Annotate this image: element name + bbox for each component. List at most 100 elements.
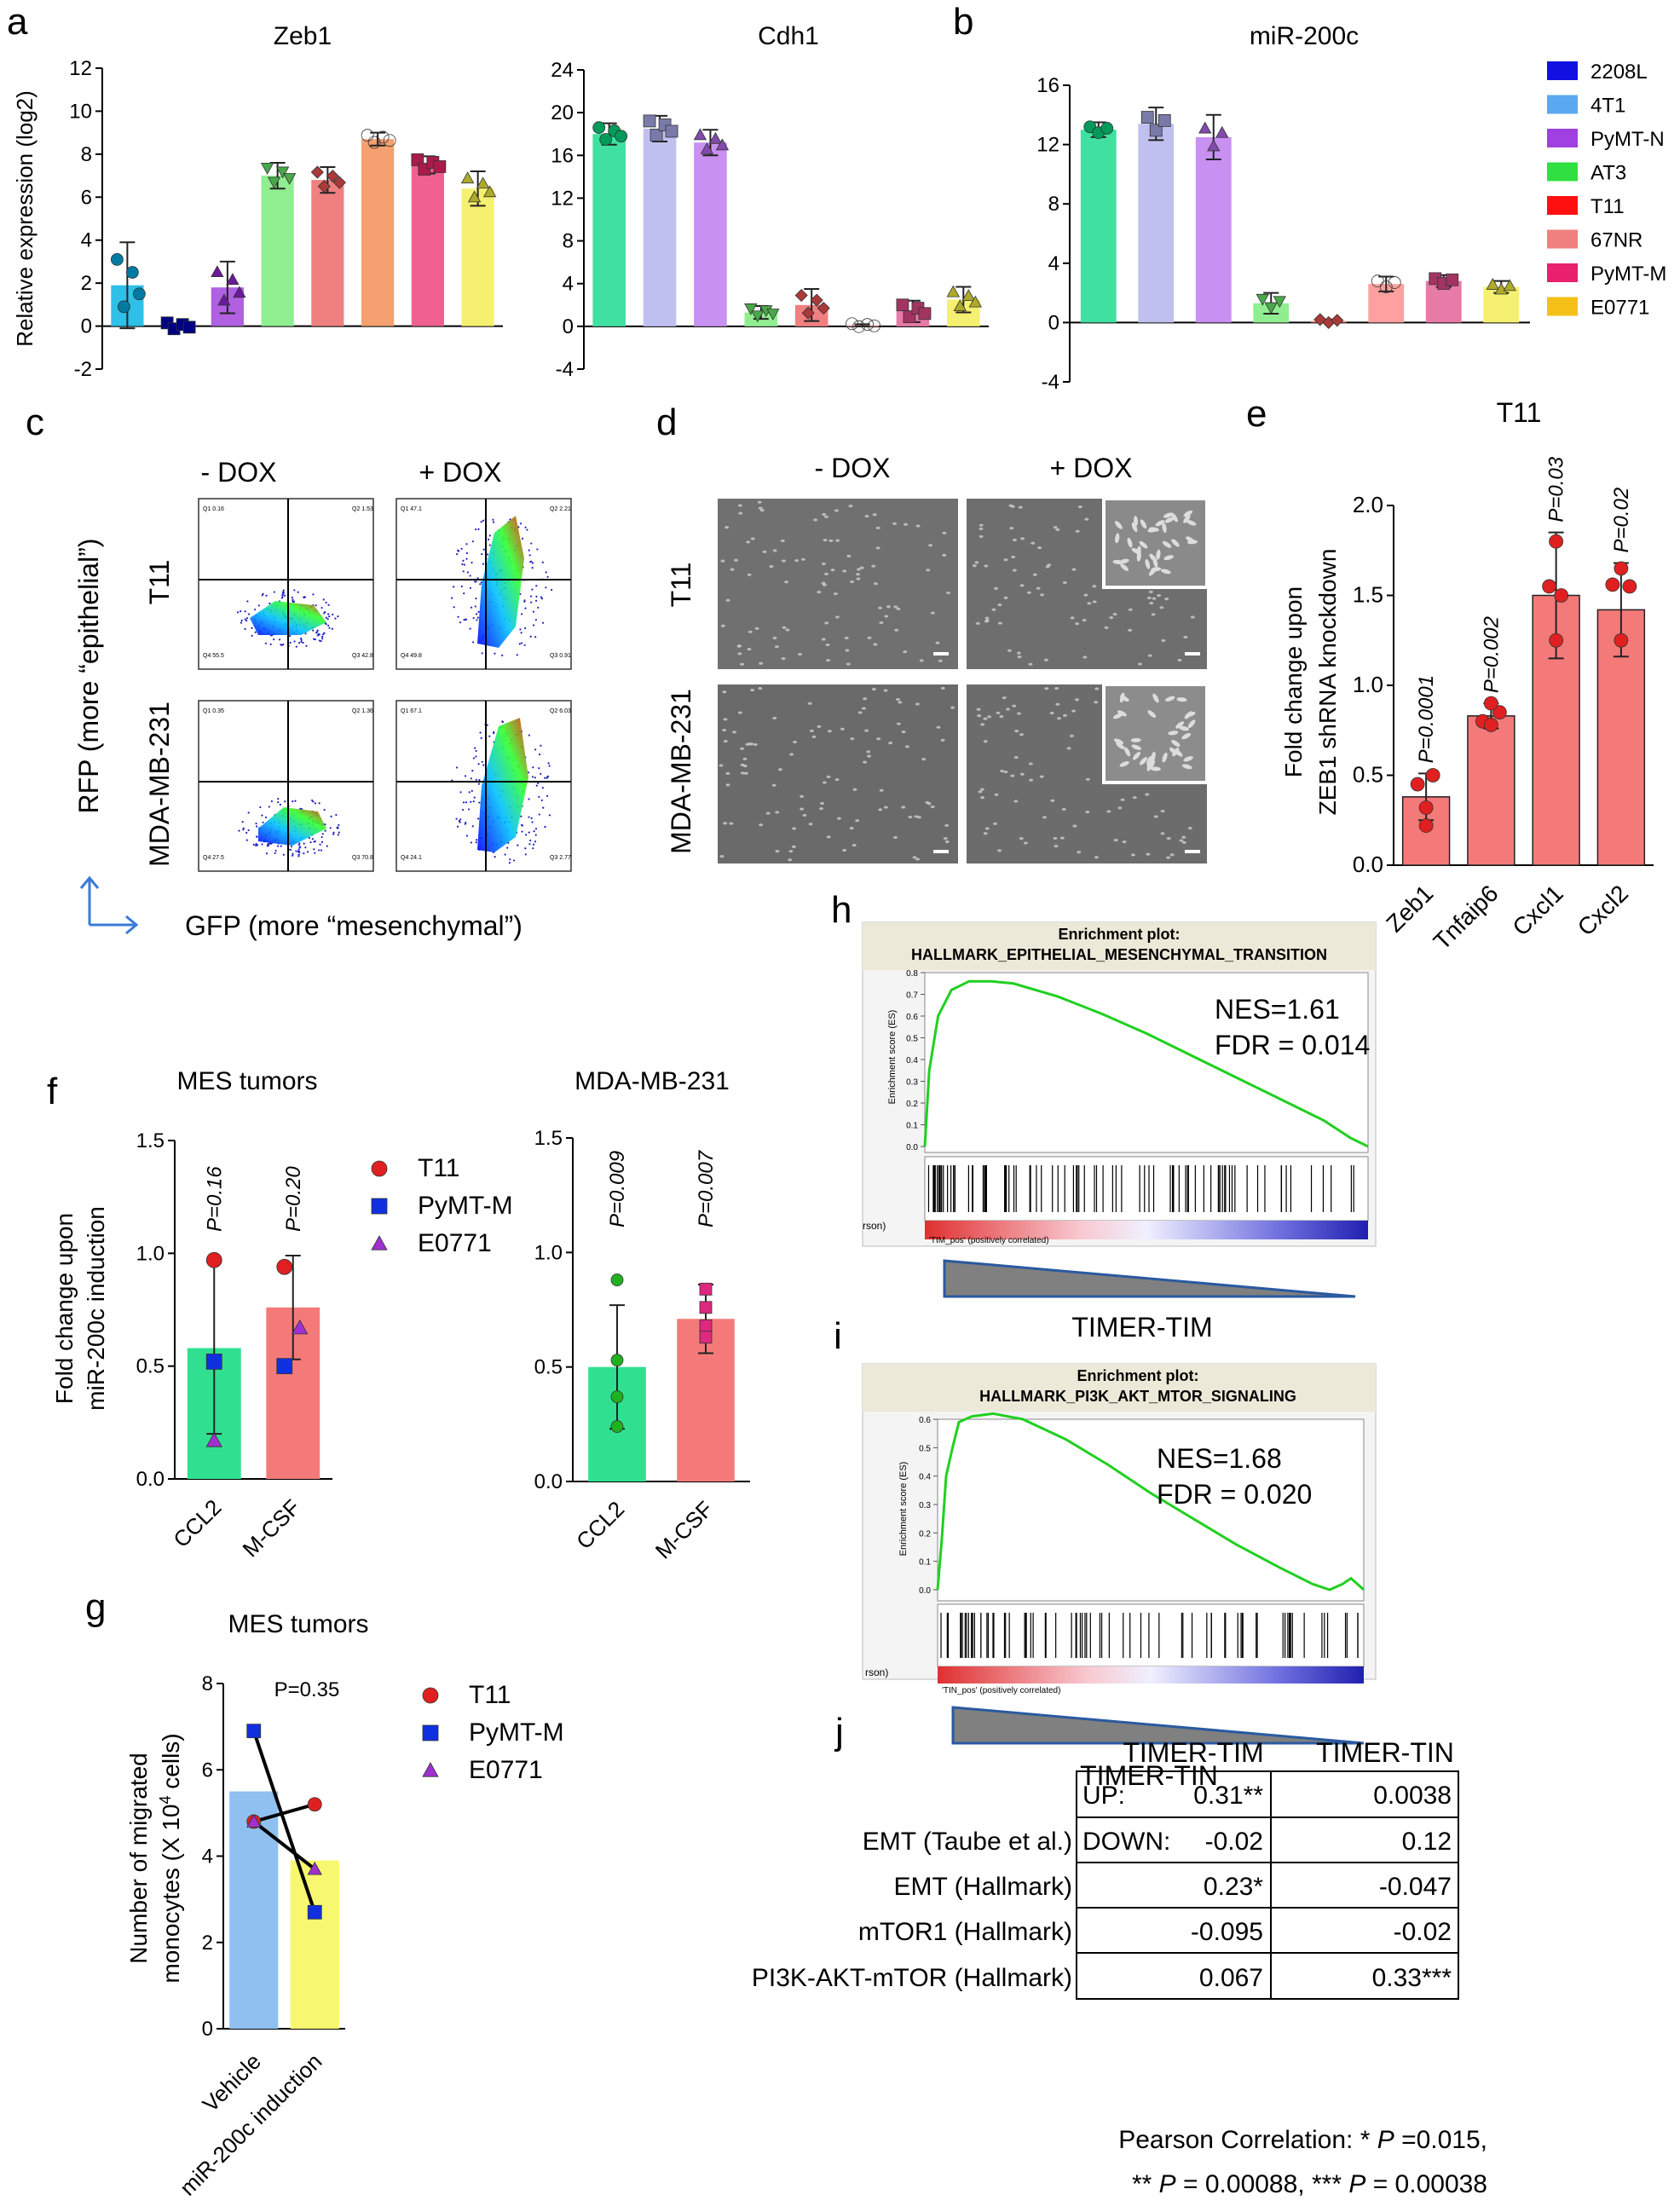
flow-event	[516, 654, 518, 656]
gsea-fdr: FDR = 0.014	[1215, 1030, 1370, 1060]
cell	[975, 621, 980, 625]
table-row-sublabel: DOWN:	[1082, 1828, 1170, 1856]
data-point	[205, 1432, 222, 1447]
data-point	[110, 253, 124, 266]
cell	[871, 564, 876, 568]
cell	[1032, 573, 1037, 576]
cell	[993, 822, 998, 825]
inset-cell	[1115, 533, 1120, 544]
cell	[1128, 628, 1133, 632]
gsea-tick-label: 0.6	[919, 1416, 931, 1425]
cell	[926, 569, 931, 572]
legend-marker	[371, 1235, 388, 1250]
cell	[997, 621, 1002, 625]
cell	[765, 811, 771, 815]
flow-event	[477, 528, 480, 531]
cell	[942, 553, 947, 557]
flow-event	[327, 604, 330, 606]
inset-cell	[1171, 512, 1178, 523]
cell	[1047, 563, 1052, 567]
flow-event	[546, 794, 549, 797]
inset-cell	[1116, 742, 1125, 749]
flow-event	[312, 629, 315, 632]
y-tick-label: 2	[202, 1932, 213, 1955]
cell	[1039, 775, 1044, 778]
bar	[643, 128, 677, 326]
cell	[1002, 696, 1007, 700]
cell	[1082, 618, 1087, 622]
flow-event	[311, 838, 314, 840]
chart-title: miR-200c	[1250, 22, 1359, 50]
gsea-nes: NES=1.68	[1157, 1443, 1282, 1474]
micro-row-t11: T11	[666, 563, 696, 608]
flow-event	[318, 802, 320, 805]
cell	[892, 522, 898, 525]
cell	[723, 718, 728, 721]
flow-event	[470, 606, 473, 609]
gsea-header-title: Enrichment plot:	[1077, 1367, 1199, 1384]
flow-event	[471, 540, 474, 543]
flow-event	[528, 843, 531, 846]
flow-event	[474, 747, 476, 749]
flow-event	[291, 596, 293, 599]
flow-event	[542, 806, 545, 809]
cell	[1020, 537, 1025, 540]
gsea-plot-emt: Enrichment plot: HALLMARK_EPITHELIAL_MES…	[862, 921, 1377, 1343]
data-point	[852, 320, 865, 333]
flow-event	[321, 638, 324, 640]
gsea-tick-label: 0.4	[919, 1473, 931, 1482]
data-point	[1215, 125, 1229, 138]
cell	[915, 524, 921, 528]
data-point	[1614, 561, 1629, 576]
legend-marker	[422, 1724, 439, 1741]
flow-event	[245, 620, 248, 622]
gsea-hit-area	[924, 1156, 1369, 1222]
cell	[834, 509, 839, 512]
cell	[1075, 622, 1080, 626]
flow-quadrant-label: Q4 55.5	[203, 653, 224, 659]
flow-event	[276, 845, 280, 847]
micrograph-panel: - DOX + DOX T11 MDA-MB-231	[666, 453, 1209, 863]
flow-event	[283, 594, 286, 597]
cell	[798, 653, 803, 656]
flow-event	[457, 549, 459, 552]
gsea-tick-label: 0.8	[906, 969, 918, 979]
cell	[1160, 809, 1165, 813]
flow-event	[476, 839, 478, 841]
flow-event	[245, 831, 248, 835]
flow-event	[537, 782, 540, 785]
flow-event	[289, 641, 292, 644]
flow-event	[501, 720, 504, 723]
y-tick-label: 2	[81, 272, 92, 295]
flow-event	[326, 618, 329, 621]
flow-event	[469, 586, 472, 590]
cell	[1055, 528, 1060, 531]
data-point	[226, 273, 240, 286]
paired-line	[251, 1730, 317, 1913]
flow-event	[531, 567, 534, 569]
cell	[793, 740, 798, 744]
data-point	[292, 1319, 309, 1335]
flow-event	[481, 652, 483, 655]
cell	[777, 768, 782, 771]
cell	[991, 608, 996, 611]
data-point	[361, 129, 374, 142]
cell	[1040, 593, 1045, 597]
cell	[1012, 704, 1017, 707]
table-row-label: EMT (Taube et al.)	[863, 1828, 1072, 1856]
flow-event	[482, 519, 484, 522]
cell	[842, 569, 847, 573]
bar	[461, 188, 494, 326]
data-point	[476, 176, 490, 189]
flow-event	[242, 827, 245, 829]
p-value-label: P=0.0001	[1415, 675, 1438, 763]
cell	[1003, 771, 1008, 774]
inset-cell	[1131, 548, 1141, 554]
paired-line	[253, 1802, 315, 1823]
y-axis-label: monocytes (X 104 cells)	[157, 1733, 184, 1983]
p-value-label: P=0.35	[274, 1678, 340, 1701]
y-tick-label: 4	[1048, 252, 1059, 275]
bar	[311, 180, 344, 326]
legend-label: PyMT-M	[1591, 263, 1666, 286]
cell	[940, 686, 945, 690]
